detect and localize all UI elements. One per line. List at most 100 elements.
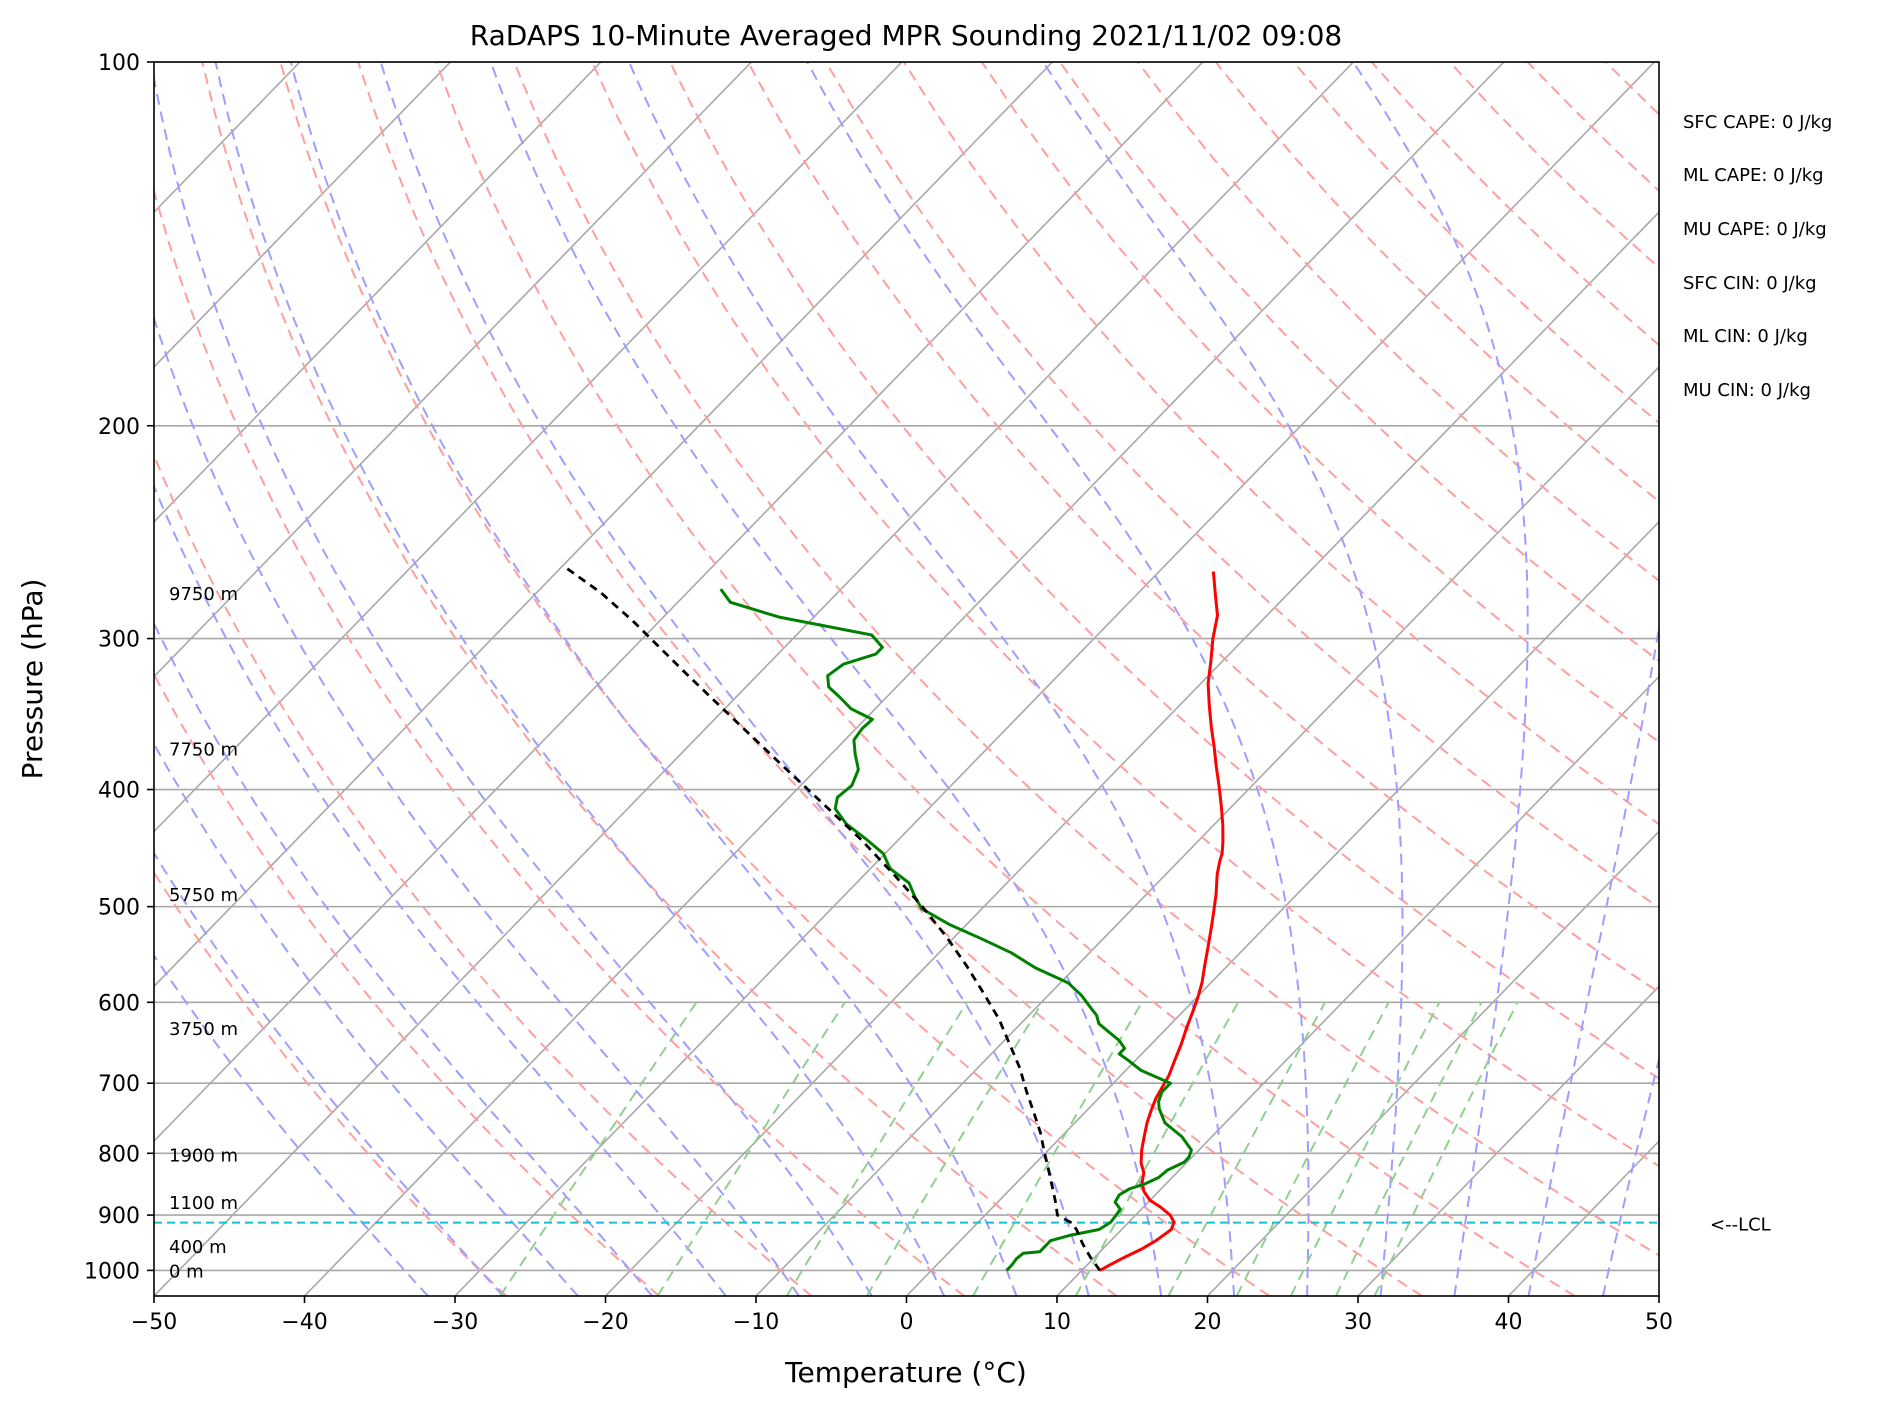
mu-cape-text: MU CAPE: 0 J/kg: [1683, 219, 1827, 240]
isotherm-line: [154, 62, 451, 369]
isotherm-line: [1206, 830, 1659, 1296]
moist-adiabat: [154, 851, 504, 1296]
moist-adiabat: [154, 483, 727, 1296]
height-label: 400 m: [169, 1237, 227, 1258]
y-tick-label: 700: [98, 1072, 140, 1097]
moist-adiabat: [379, 62, 1090, 1296]
x-tick-label: 0: [900, 1310, 914, 1335]
temperature-line: [1099, 571, 1225, 1272]
x-tick-label: 40: [1495, 1310, 1523, 1335]
dry-adiabat: [1058, 62, 1659, 663]
isotherm-line: [154, 62, 1053, 988]
x-tick-label: 10: [1043, 1310, 1071, 1335]
mixing-ratio-line: [1335, 1001, 1483, 1296]
parcel-line: [564, 566, 1102, 1272]
y-tick-label: 900: [98, 1204, 140, 1229]
y-tick-label: 300: [98, 628, 140, 653]
grid: [154, 62, 1659, 1272]
isotherm-line: [303, 62, 1505, 1296]
x-tick-label: 50: [1645, 1310, 1673, 1335]
y-tick-label: 800: [98, 1142, 140, 1167]
y-tick-label: 500: [98, 896, 140, 921]
x-axis-label: Temperature (°C): [784, 1356, 1027, 1389]
dry-adiabat: [357, 62, 1423, 1296]
x-tick-label: −20: [582, 1310, 628, 1335]
dry-adiabat: [825, 62, 1659, 909]
y-tick-label: 200: [98, 415, 140, 440]
mixing-ratio-line: [656, 1001, 846, 1296]
height-label: 7750 m: [169, 740, 238, 761]
isotherm-line: [905, 520, 1659, 1296]
moist-adiabat: [154, 741, 579, 1296]
moist-adiabat: [806, 62, 1310, 1296]
dry-adiabat: [201, 62, 1118, 1296]
y-axis-ticks: 1000 900 800 700 600 500 400 300 200 100: [84, 51, 154, 1284]
mixing-ratio-line: [1289, 1001, 1441, 1296]
isotherm-line: [154, 62, 752, 678]
dry-adiabat-lines: [154, 62, 1659, 1296]
moist-adiabat-lines: [154, 62, 1659, 1296]
x-tick-label: −30: [432, 1310, 478, 1335]
mixing-ratio-line: [1373, 1001, 1519, 1296]
mixing-ratio-line: [1235, 1001, 1390, 1296]
sfc-cape-text: SFC CAPE: 0 J/kg: [1683, 112, 1832, 133]
ml-cin-text: ML CIN: 0 J/kg: [1683, 326, 1808, 347]
moist-adiabat: [489, 62, 1163, 1296]
x-tick-label: 30: [1344, 1310, 1372, 1335]
chart-title: RaDAPS 10-Minute Averaged MPR Sounding 2…: [470, 19, 1342, 52]
isotherm-line: [154, 62, 903, 833]
mu-cin-text: MU CIN: 0 J/kg: [1683, 380, 1811, 401]
moist-adiabat: [154, 953, 429, 1296]
height-label: 1900 m: [169, 1146, 238, 1167]
dry-adiabat: [435, 62, 1576, 1296]
y-tick-label: 100: [98, 51, 140, 76]
isotherm-line: [154, 62, 1204, 1143]
mixing-ratio-line: [866, 1001, 1044, 1296]
x-tick-label: −50: [131, 1310, 177, 1335]
dry-adiabat: [154, 452, 813, 1296]
stability-indices: SFC CAPE: 0 J/kg ML CAPE: 0 J/kg MU CAPE…: [1683, 112, 1832, 401]
x-tick-label: 20: [1194, 1310, 1222, 1335]
lcl-label: <--LCL: [1710, 1215, 1771, 1236]
ml-cape-text: ML CAPE: 0 J/kg: [1683, 165, 1824, 186]
isotherm-line: [154, 62, 602, 523]
mixing-ratio-line: [1074, 1001, 1240, 1296]
sfc-cin-text: SFC CIN: 0 J/kg: [1683, 273, 1817, 294]
dewpoint-line: [719, 588, 1193, 1272]
mixing-ratio-line: [499, 1001, 698, 1296]
y-axis-label: Pressure (hPa): [16, 579, 49, 780]
sounding-series: [564, 566, 1225, 1272]
isotherm-lines: [154, 62, 1659, 1296]
height-labels: 0 m 400 m 1100 m 1900 m 3750 m 5750 m 7750 m 97…: [169, 584, 238, 1283]
dry-adiabat: [279, 62, 1270, 1296]
dry-adiabat: [154, 672, 660, 1296]
moist-adiabat: [154, 621, 653, 1296]
dry-adiabat: [513, 62, 1659, 1257]
x-tick-label: −10: [733, 1310, 779, 1335]
moist-adiabat: [1042, 62, 1404, 1296]
dry-adiabat: [154, 870, 508, 1296]
mixing-ratio-line: [972, 1001, 1143, 1296]
mixing-ratio-line: [785, 1001, 968, 1296]
isotherm-line: [1357, 985, 1659, 1296]
height-label: 9750 m: [169, 584, 238, 605]
dry-adiabat: [154, 187, 965, 1296]
dry-adiabat: [747, 62, 1659, 994]
isotherm-line: [1056, 675, 1659, 1296]
mixing-ratio-line: [1167, 1001, 1326, 1296]
moist-adiabat: [1352, 62, 1529, 1296]
y-tick-label: 1000: [84, 1259, 140, 1284]
height-label: 3750 m: [169, 1019, 238, 1040]
x-tick-label: −40: [281, 1310, 327, 1335]
moist-adiabat: [214, 62, 946, 1296]
height-label: 0 m: [169, 1261, 204, 1282]
height-label: 1100 m: [169, 1193, 238, 1214]
y-tick-label: 600: [98, 991, 140, 1016]
x-axis-ticks: −50 −40 −30 −20 −10 0 10 20 30 40 50: [131, 1296, 1673, 1335]
moist-adiabat: [154, 73, 873, 1296]
isotherm-line: [604, 210, 1659, 1296]
y-tick-label: 400: [98, 779, 140, 804]
moist-adiabat: [289, 62, 1018, 1296]
height-label: 5750 m: [169, 885, 238, 906]
